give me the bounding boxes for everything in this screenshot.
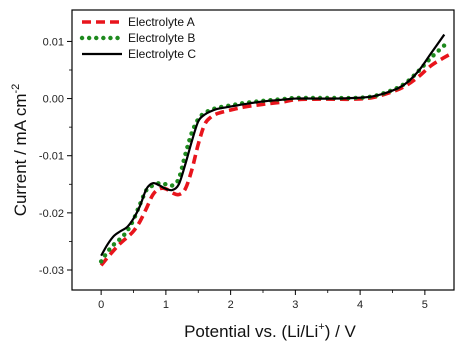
y-tick-label: 0.01 (43, 36, 64, 48)
x-tick-label: 3 (292, 299, 298, 311)
y-tick-label: -0.01 (39, 151, 64, 163)
series-line-electrolyte-a (99, 52, 452, 267)
x-axis-title-suffix: ) / V (325, 322, 357, 341)
x-tick-label: 2 (228, 299, 234, 311)
x-tick-label: 4 (357, 299, 363, 311)
x-axis-title-sup: + (318, 321, 324, 333)
legend: Electrolyte A Electrolyte B Electrolyte C (79, 15, 196, 61)
y-axis-title-sup: -2 (10, 84, 22, 94)
y-tick-label: 0.00 (43, 94, 64, 106)
series-layer (98, 33, 452, 267)
x-tick-label: 1 (163, 299, 169, 311)
series-line-electrolyte-b (98, 43, 447, 264)
legend-label: Electrolyte B (128, 31, 195, 45)
series-line-electrolyte-c (100, 33, 446, 257)
legend-label: Electrolyte A (128, 15, 195, 29)
y-axis-title: Current / mA cm-2 (10, 84, 30, 217)
x-axis-title: Potential vs. (Li/Li+) / V (184, 321, 356, 341)
x-tick-label: 0 (98, 299, 104, 311)
y-tick-label: -0.02 (39, 208, 64, 220)
legend-label: Electrolyte C (128, 47, 196, 61)
x-tick-label: 5 (422, 299, 428, 311)
axis-ticks: 0 1 2 3 4 5 -0.03 -0.02 -0.01 0.00 0.01 (39, 36, 428, 311)
y-tick-label: -0.03 (39, 265, 64, 277)
